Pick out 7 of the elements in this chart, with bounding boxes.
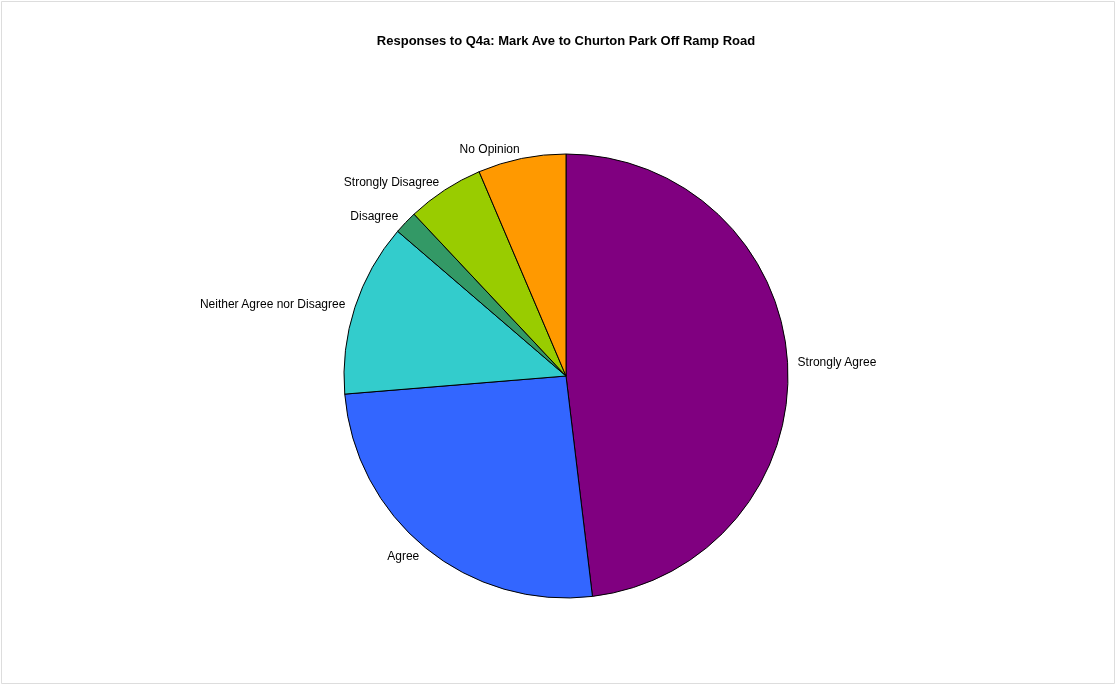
slice-label: No Opinion [459,141,520,156]
slice-label: Strongly Disagree [343,174,440,189]
slice-label: Agree [387,548,420,563]
slice-label: Disagree [350,208,399,223]
slice-label: Strongly Agree [797,355,877,370]
chart-title: Responses to Q4a: Mark Ave to Churton Park Off Ramp Road [376,33,756,48]
slice-label: Neither Agree nor Disagree [199,297,346,312]
